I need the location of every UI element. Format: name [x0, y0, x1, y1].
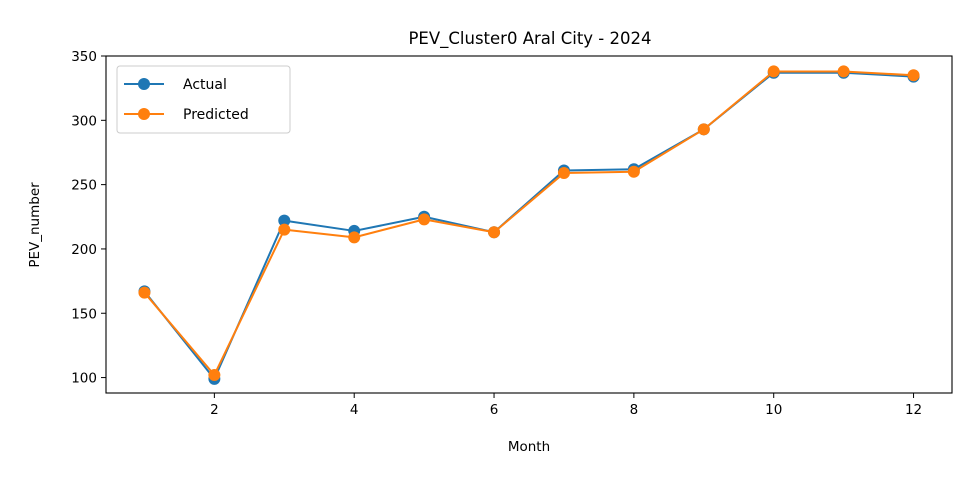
x-tick-label: 6 — [490, 402, 499, 418]
data-point-actual — [278, 214, 291, 227]
data-point-predicted — [557, 167, 570, 180]
data-point-predicted — [697, 123, 710, 136]
legend-item-predicted: Predicted — [124, 107, 249, 123]
legend-marker — [138, 108, 150, 120]
data-point-predicted — [907, 69, 920, 82]
x-tick-label: 8 — [630, 402, 639, 418]
data-point-predicted — [418, 213, 431, 226]
plot-area — [138, 65, 920, 385]
legend-item-actual: Actual — [124, 77, 227, 93]
y-tick-label: 350 — [71, 49, 97, 65]
y-tick-label: 100 — [71, 371, 97, 387]
data-point-predicted — [837, 65, 850, 78]
legend-label: Actual — [183, 77, 227, 93]
data-point-predicted — [348, 231, 361, 244]
x-tick-label: 4 — [350, 402, 359, 418]
y-tick-label: 300 — [71, 113, 97, 129]
axes-ticks: 2 4 6 8 10 12 100 150 200 250 300 350 — [71, 49, 922, 418]
legend-marker — [138, 78, 150, 90]
data-point-predicted — [488, 226, 501, 239]
data-point-predicted — [278, 223, 291, 236]
legend-label: Predicted — [183, 107, 249, 123]
data-point-predicted — [767, 65, 780, 78]
legend: Actual Predicted — [116, 65, 291, 134]
y-tick-label: 200 — [71, 242, 97, 258]
series-predicted — [138, 65, 920, 381]
chart-title: PEV_Cluster0 Aral City - 2024 — [408, 29, 651, 49]
x-tick-label: 10 — [765, 402, 782, 418]
y-tick-label: 150 — [71, 306, 97, 322]
data-point-predicted — [208, 368, 221, 381]
x-tick-label: 2 — [210, 402, 219, 418]
y-axis-label: PEV_number — [27, 182, 43, 268]
legend-box — [116, 65, 291, 134]
x-axis-label: Month — [508, 439, 550, 455]
data-point-predicted — [627, 165, 640, 178]
y-tick-label: 250 — [71, 178, 97, 194]
plot-frame — [105, 55, 953, 394]
x-tick-label: 12 — [905, 402, 922, 418]
data-point-predicted — [138, 286, 151, 299]
series-line-predicted — [143, 70, 914, 376]
